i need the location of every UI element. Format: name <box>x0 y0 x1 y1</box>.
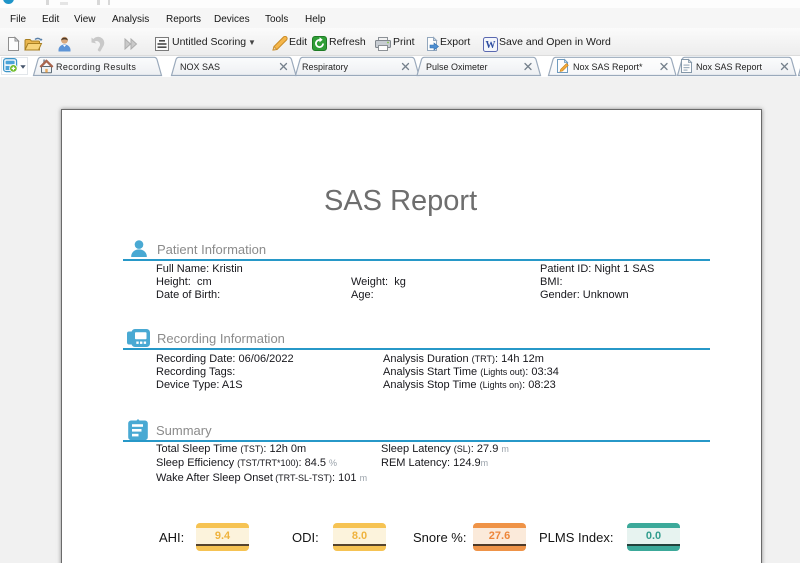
svg-text:W: W <box>486 40 496 51</box>
